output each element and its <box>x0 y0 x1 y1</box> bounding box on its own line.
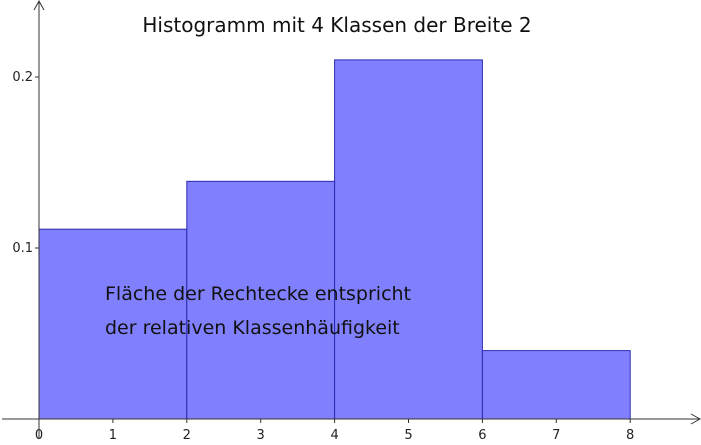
x-tick-label: 2 <box>183 428 191 443</box>
x-tick-label: 1 <box>109 428 117 443</box>
bars-group <box>38 59 631 420</box>
x-tick-label: 6 <box>478 428 486 443</box>
x-tick-label: 0 <box>35 428 43 443</box>
annotation-line-1: Fläche der Rechtecke entspricht <box>105 283 411 305</box>
x-tick-label: 3 <box>257 428 265 443</box>
y-tick-label: 0.2 <box>12 70 33 85</box>
y-axis-arrow <box>33 0 45 11</box>
x-tick-label: 7 <box>552 428 560 443</box>
x-tick-label: 4 <box>330 428 338 443</box>
histogram-bar <box>186 180 336 420</box>
ticks-group: 0 1 2 3 4 5 6 7 8 0.1 0.2 <box>12 70 634 443</box>
histogram-bar <box>481 350 631 420</box>
histogram-bar <box>334 59 483 420</box>
y-tick-label: 0.1 <box>12 241 33 256</box>
annotation-line-2: der relativen Klassenhäufigkeit <box>105 317 400 339</box>
x-tick-label: 8 <box>626 428 634 443</box>
x-tick-label: 5 <box>404 428 412 443</box>
x-axis-arrow <box>690 413 701 425</box>
histogram-bar <box>38 228 188 420</box>
chart-title: Histogramm mit 4 Klassen der Breite 2 <box>142 13 531 37</box>
